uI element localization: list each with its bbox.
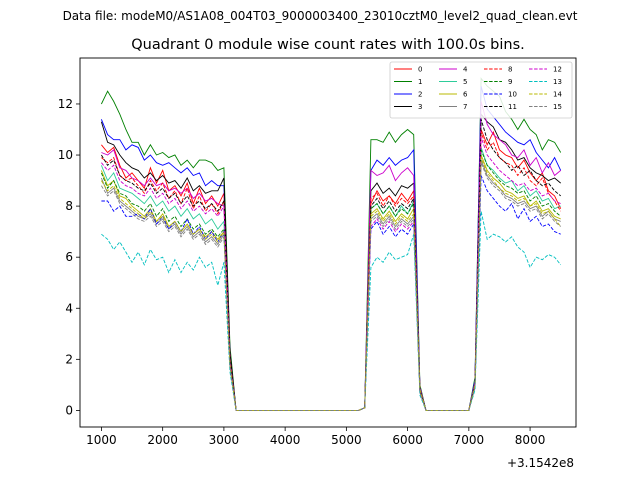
series-line-1 bbox=[100, 77, 562, 411]
x-tick-label: 2000 bbox=[147, 433, 178, 447]
x-tick-label: 1000 bbox=[86, 433, 117, 447]
x-tick-label: 4000 bbox=[270, 433, 301, 447]
legend-label-9: 9 bbox=[508, 78, 512, 86]
series-line-8 bbox=[101, 131, 562, 411]
y-axis: 0 2 4 6 8 10 12 bbox=[58, 97, 80, 417]
legend-label-8: 8 bbox=[508, 66, 512, 74]
legend-box bbox=[389, 61, 573, 119]
y-tick-label: 8 bbox=[65, 199, 73, 213]
legend-label-14: 14 bbox=[553, 91, 562, 99]
legend-label-1: 1 bbox=[418, 78, 422, 86]
y-tick-label: 4 bbox=[65, 301, 73, 315]
legend-label-5: 5 bbox=[463, 78, 467, 86]
x-offset-label: +3.1542e8 bbox=[507, 456, 574, 470]
x-axis: 1000 2000 3000 4000 5000 6000 7000 8000 bbox=[86, 427, 545, 447]
series-line-5 bbox=[100, 147, 561, 411]
y-tick-label: 0 bbox=[65, 403, 73, 417]
y-tick-label: 2 bbox=[65, 352, 73, 366]
legend-label-12: 12 bbox=[553, 66, 562, 74]
y-tick-label: 12 bbox=[58, 97, 73, 111]
x-tick-label: 5000 bbox=[331, 433, 362, 447]
x-tick-label: 6000 bbox=[392, 433, 423, 447]
legend-label-4: 4 bbox=[463, 66, 468, 74]
x-tick-label: 8000 bbox=[515, 433, 546, 447]
legend-label-13: 13 bbox=[553, 78, 562, 86]
chart-title: Quadrant 0 module wise count rates with … bbox=[131, 37, 525, 53]
y-tick-label: 6 bbox=[65, 250, 73, 264]
legend-label-6: 6 bbox=[463, 91, 468, 99]
series-line-12 bbox=[101, 137, 561, 411]
legend-label-11: 11 bbox=[508, 103, 517, 111]
legend-label-7: 7 bbox=[463, 103, 467, 111]
series-line-13 bbox=[101, 211, 562, 411]
figure-suptitle: Data file: modeM0/AS1A08_004T03_90000034… bbox=[63, 9, 578, 23]
axes-frame bbox=[79, 57, 577, 428]
series-line-15 bbox=[101, 162, 561, 411]
legend-label-3: 3 bbox=[418, 103, 422, 111]
legend-label-15: 15 bbox=[553, 103, 562, 111]
x-tick-label: 3000 bbox=[209, 433, 240, 447]
series-line-6 bbox=[100, 154, 561, 411]
legend-label-10: 10 bbox=[508, 91, 517, 99]
y-tick-label: 10 bbox=[58, 148, 73, 162]
series-line-3 bbox=[100, 112, 561, 411]
x-tick-label: 7000 bbox=[454, 433, 485, 447]
series-line-10 bbox=[101, 175, 561, 411]
legend-label-2: 2 bbox=[418, 91, 422, 99]
legend-label-0: 0 bbox=[418, 66, 422, 74]
series-line-11 bbox=[101, 119, 561, 411]
plot-area bbox=[100, 77, 562, 411]
series-line-14 bbox=[101, 157, 562, 411]
